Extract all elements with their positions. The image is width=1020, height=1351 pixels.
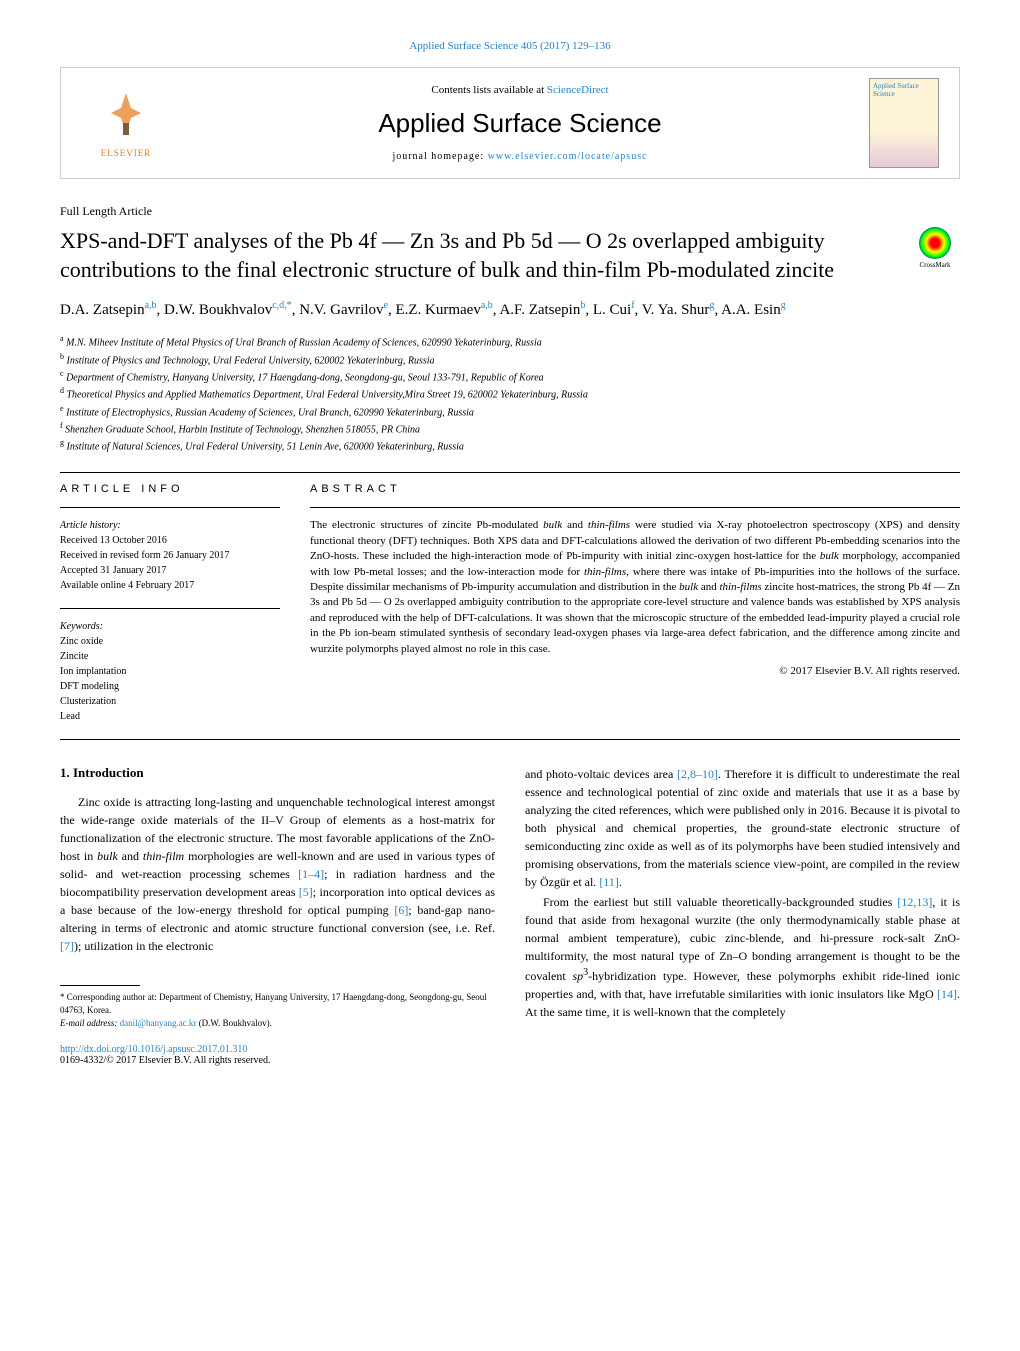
authors-list: D.A. Zatsepina,b, D.W. Boukhvalovc,d,*, … [60,299,960,321]
history-block: Article history: Received 13 October 201… [60,518,280,593]
header-box: ELSEVIER Contents lists available at Sci… [60,67,960,179]
keyword-line: Zincite [60,649,280,664]
contents-line: Contents lists available at ScienceDirec… [171,84,869,96]
history-line: Available online 4 February 2017 [60,578,280,593]
abstract-text: The electronic structures of zincite Pb-… [310,518,960,657]
affiliation-line: e Institute of Electrophysics, Russian A… [60,403,960,420]
history-label: Article history: [60,518,280,533]
header-center: Contents lists available at ScienceDirec… [171,84,869,162]
history-divider [60,608,280,609]
info-heading: ARTICLE INFO [60,483,280,495]
keyword-line: Lead [60,709,280,724]
sciencedirect-link[interactable]: ScienceDirect [547,84,609,96]
keywords-block: Keywords: Zinc oxideZinciteIon implantat… [60,619,280,724]
footnote-separator [60,985,140,986]
elsevier-text: ELSEVIER [81,148,171,158]
left-column: 1. Introduction Zinc oxide is attracting… [60,765,495,1066]
history-line: Accepted 31 January 2017 [60,563,280,578]
elsevier-tree-icon [81,88,171,148]
divider-top [60,472,960,473]
email-label: E-mail address: [60,1018,120,1028]
doi-block: http://dx.doi.org/10.1016/j.apsusc.2017.… [60,1044,495,1066]
email-link[interactable]: danil@hanyang.ac.kr [120,1018,197,1028]
affiliations-list: a M.N. Miheev Institute of Metal Physics… [60,333,960,454]
copyright-line: © 2017 Elsevier B.V. All rights reserved… [310,665,960,677]
cover-text: Applied Surface Science [873,82,919,98]
affiliation-line: c Department of Chemistry, Hanyang Unive… [60,368,960,385]
abstract-divider [310,507,960,508]
info-divider [60,507,280,508]
body-columns: 1. Introduction Zinc oxide is attracting… [60,765,960,1066]
title-row: XPS-and-DFT analyses of the Pb 4f — Zn 3… [60,227,960,284]
email-footnote: E-mail address: danil@hanyang.ac.kr (D.W… [60,1017,495,1030]
doi-link[interactable]: http://dx.doi.org/10.1016/j.apsusc.2017.… [60,1044,495,1055]
history-lines: Received 13 October 2016Received in revi… [60,533,280,593]
journal-cover: Applied Surface Science [869,78,939,168]
affiliation-line: b Institute of Physics and Technology, U… [60,351,960,368]
divider-bottom [60,739,960,740]
contents-prefix: Contents lists available at [431,84,546,96]
affiliation-line: d Theoretical Physics and Applied Mathem… [60,385,960,402]
journal-title: Applied Surface Science [171,108,869,139]
issn-line: 0169-4332/© 2017 Elsevier B.V. All right… [60,1055,495,1066]
article-type: Full Length Article [60,204,960,219]
corresp-footnote: * Corresponding author at: Department of… [60,991,495,1016]
homepage-url[interactable]: www.elsevier.com/locate/apsusc [488,151,648,162]
keyword-line: Clusterization [60,694,280,709]
keyword-line: DFT modeling [60,679,280,694]
crossmark-label: CrossMark [919,261,950,269]
crossmark-icon [919,227,951,259]
page-container: Applied Surface Science 405 (2017) 129–1… [0,0,1020,1106]
article-info-col: ARTICLE INFO Article history: Received 1… [60,483,280,724]
right-column: and photo-voltaic devices area [2,8–10].… [525,765,960,1066]
keyword-line: Ion implantation [60,664,280,679]
crossmark-badge[interactable]: CrossMark [910,227,960,269]
affiliation-line: g Institute of Natural Sciences, Ural Fe… [60,437,960,454]
header-citation: Applied Surface Science 405 (2017) 129–1… [60,40,960,52]
article-title: XPS-and-DFT analyses of the Pb 4f — Zn 3… [60,227,910,284]
history-line: Received 13 October 2016 [60,533,280,548]
info-abstract-row: ARTICLE INFO Article history: Received 1… [60,483,960,724]
abstract-heading: ABSTRACT [310,483,960,495]
elsevier-logo: ELSEVIER [81,88,171,158]
email-name: (D.W. Boukhvalov). [196,1018,271,1028]
homepage-line: journal homepage: www.elsevier.com/locat… [171,151,869,162]
keywords-label: Keywords: [60,619,280,634]
intro-para-right-1: and photo-voltaic devices area [2,8–10].… [525,765,960,891]
history-line: Received in revised form 26 January 2017 [60,548,280,563]
section-1-title: 1. Introduction [60,765,495,781]
keyword-line: Zinc oxide [60,634,280,649]
homepage-prefix: journal homepage: [392,151,487,162]
intro-para-left: Zinc oxide is attracting long-lasting an… [60,793,495,955]
abstract-col: ABSTRACT The electronic structures of zi… [310,483,960,724]
affiliation-line: f Shenzhen Graduate School, Harbin Insti… [60,420,960,437]
keywords-lines: Zinc oxideZinciteIon implantationDFT mod… [60,634,280,724]
intro-para-right-2: From the earliest but still valuable the… [525,893,960,1021]
affiliation-line: a M.N. Miheev Institute of Metal Physics… [60,333,960,350]
